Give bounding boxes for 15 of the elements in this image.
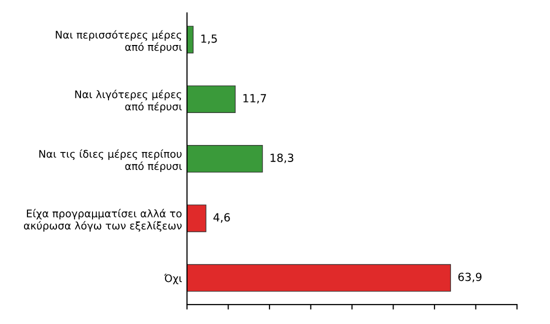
data-label: 1,5 xyxy=(201,34,217,44)
data-label: 4,6 xyxy=(213,213,230,223)
bar xyxy=(187,145,263,173)
data-label: 18,3 xyxy=(270,154,294,164)
y-tick-label: Όχι xyxy=(164,274,182,284)
y-tick-label: Είχα προγραμματίσει αλλά το ακύρωσα λόγω των εξελίξεων xyxy=(24,208,182,232)
y-tick-label: Ναι περισσότερες μέρες από πέρυσι xyxy=(56,30,182,53)
data-label: 63,9 xyxy=(458,272,482,282)
bar xyxy=(187,85,236,113)
data-label: 11,7 xyxy=(243,94,266,104)
y-tick-label: Ναι λιγότερες μέρες από πέρυσι xyxy=(75,90,182,112)
bar xyxy=(187,264,451,292)
bar xyxy=(187,204,206,232)
bar xyxy=(187,26,194,54)
y-tick-label: Ναι τις ίδιες μέρες περίπου από πέρυσι xyxy=(39,149,182,172)
